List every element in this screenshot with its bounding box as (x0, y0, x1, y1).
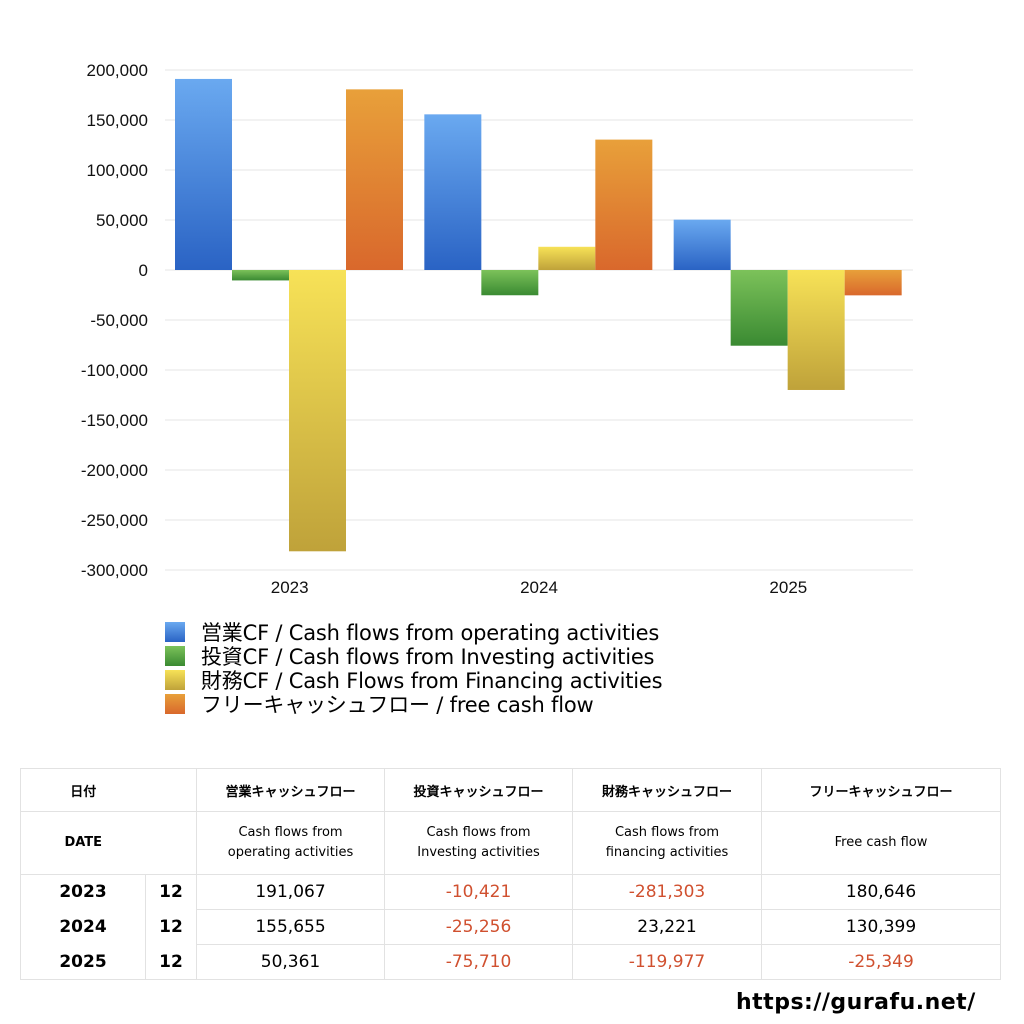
row-year: 2025 (20, 944, 146, 980)
y-tick-label: 200,000 (87, 61, 148, 80)
y-tick-label: 150,000 (87, 111, 148, 130)
y-tick-label: -150,000 (81, 411, 148, 430)
legend-label-investing: 投資CF / Cash flows from Investing activit… (201, 645, 655, 669)
row-investing: -25,256 (384, 909, 573, 945)
bar-2024-series-3 (595, 139, 653, 270)
bar-2025-series-0 (673, 219, 731, 270)
header-operating-en-line1: Cash flows from (238, 825, 343, 840)
header-free-jp: フリーキャッシュフロー (761, 768, 1001, 812)
row-month: 12 (145, 874, 197, 910)
row-month: 12 (145, 944, 197, 980)
y-tick-label: 100,000 (87, 161, 148, 180)
header-date-jp: 日付 (20, 768, 146, 812)
legend-label-financing: 財務CF / Cash Flows from Financing activit… (201, 669, 663, 693)
bar-2023-series-2 (289, 270, 346, 552)
bar-2024-series-1 (481, 270, 539, 296)
bar-2024-series-2 (538, 246, 596, 270)
table-row: 2025 12 50,361 -75,710 -119,977 -25,349 (20, 944, 1001, 980)
row-investing: -75,710 (384, 944, 573, 980)
legend-item-investing: 投資CF / Cash flows from Investing activit… (165, 644, 662, 669)
legend-swatch-free (165, 694, 185, 714)
bar-2025-series-2 (787, 270, 845, 390)
row-financing: -281,303 (572, 874, 762, 910)
x-axis-ticks: 2023 2024 2025 (271, 578, 807, 597)
x-tick-label: 2025 (769, 578, 807, 597)
legend-swatch-investing (165, 646, 185, 666)
legend-swatch-financing (165, 670, 185, 690)
table-header-en: DATE Cash flows from operating activitie… (20, 811, 1001, 875)
legend-item-free: フリーキャッシュフロー / free cash flow (165, 692, 662, 717)
legend-item-financing: 財務CF / Cash Flows from Financing activit… (165, 668, 663, 693)
row-operating: 50,361 (196, 944, 385, 980)
y-tick-label: -50,000 (90, 311, 148, 330)
cash-flow-table: 日付 営業キャッシュフロー 投資キャッシュフロー 財務キャッシュフロー フリーキ… (20, 768, 1001, 980)
y-tick-label: -300,000 (81, 561, 148, 580)
y-axis-ticks: 200,000 150,000 100,000 50,000 0 -50,000 -100,… (81, 61, 148, 580)
y-tick-label: 0 (139, 261, 148, 280)
legend-label-free: フリーキャッシュフロー / free cash flow (201, 693, 594, 717)
header-investing-en-line2: Investing activities (417, 845, 540, 860)
y-tick-label: -250,000 (81, 511, 148, 530)
header-investing-en-line1: Cash flows from (426, 825, 531, 840)
row-investing: -10,421 (384, 874, 573, 910)
table-header-jp: 日付 営業キャッシュフロー 投資キャッシュフロー 財務キャッシュフロー フリーキ… (20, 768, 1001, 812)
header-operating-en-line2: operating activities (227, 845, 354, 860)
row-operating: 155,655 (196, 909, 385, 945)
header-date-en: DATE (20, 811, 146, 875)
bars (175, 78, 902, 552)
header-financing-en-line2: financing activities (605, 845, 729, 860)
y-tick-label: 50,000 (96, 211, 148, 230)
row-free: -25,349 (761, 944, 1001, 980)
legend-label-operating: 営業CF / Cash flows from operating activit… (201, 621, 660, 645)
header-investing-en: Cash flows from Investing activities (384, 811, 573, 875)
header-month-jp (145, 768, 197, 812)
row-month: 12 (145, 909, 197, 945)
header-financing-jp: 財務キャッシュフロー (572, 768, 762, 812)
header-operating-jp: 営業キャッシュフロー (196, 768, 385, 812)
legend: 営業CF / Cash flows from operating activit… (165, 620, 663, 717)
row-year: 2023 (20, 874, 146, 910)
legend-swatch-operating (165, 622, 185, 642)
header-investing-jp: 投資キャッシュフロー (384, 768, 573, 812)
bar-2025-series-3 (844, 270, 902, 296)
header-operating-en: Cash flows from operating activities (196, 811, 385, 875)
row-financing: -119,977 (572, 944, 762, 980)
bar-2023-series-3 (346, 89, 403, 270)
row-operating: 191,067 (196, 874, 385, 910)
header-financing-en: Cash flows from financing activities (572, 811, 762, 875)
y-tick-label: -200,000 (81, 461, 148, 480)
site-url[interactable]: https://gurafu.net/ (736, 990, 976, 1015)
row-free: 130,399 (761, 909, 1001, 945)
table-row: 2023 12 191,067 -10,421 -281,303 180,646 (20, 874, 1001, 910)
header-financing-en-line1: Cash flows from (614, 825, 720, 840)
y-tick-label: -100,000 (81, 361, 148, 380)
header-month-en (145, 811, 197, 875)
bar-2024-series-0 (424, 114, 482, 270)
x-tick-label: 2024 (520, 578, 558, 597)
x-tick-label: 2023 (271, 578, 309, 597)
cash-flow-chart: 200,000 150,000 100,000 50,000 0 -50,000 -100,… (81, 61, 913, 597)
header-free-en: Free cash flow (761, 811, 1001, 875)
row-free: 180,646 (761, 874, 1001, 910)
row-year: 2024 (20, 909, 146, 945)
bar-2023-series-1 (232, 270, 289, 281)
bar-2025-series-1 (730, 270, 788, 346)
legend-item-operating: 営業CF / Cash flows from operating activit… (165, 620, 662, 645)
row-financing: 23,221 (572, 909, 762, 945)
table-row: 2024 12 155,655 -25,256 23,221 130,399 (20, 909, 1001, 945)
bar-2023-series-0 (175, 78, 232, 270)
